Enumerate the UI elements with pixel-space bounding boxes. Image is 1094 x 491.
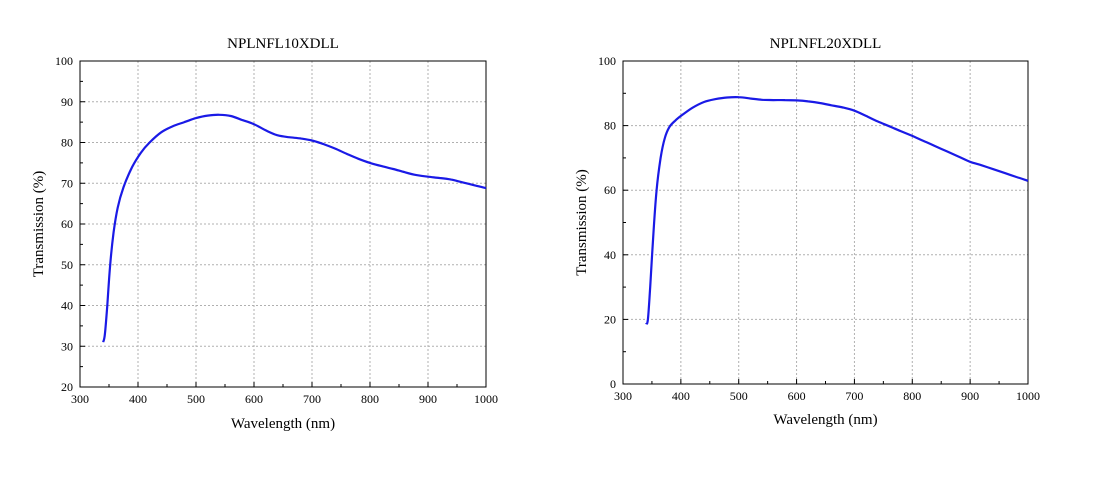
x-tick-label: 400 — [129, 392, 147, 406]
y-tick-label: 60 — [604, 183, 616, 197]
chart-npl10x: 300 400 500 600 700 800 900 1000 20 30 40 50 60 70 80 9… — [0, 0, 540, 486]
y-tick-label: 50 — [61, 258, 73, 272]
y-tick-label: 100 — [598, 54, 616, 68]
y-tick-label: 30 — [61, 339, 73, 353]
x-axis-label: Wavelength (nm) — [773, 412, 877, 428]
x-tick-label: 1000 — [1016, 389, 1040, 403]
chart-npl20x-svg: 300 400 500 600 700 800 900 1000 0 20 40 60 80 100 NPL… — [574, 36, 1040, 428]
x-tick-label: 700 — [845, 389, 863, 403]
chart-npl10x-svg: 300 400 500 600 700 800 900 1000 20 30 40 50 60 70 80 9… — [31, 36, 498, 432]
y-tick-label: 20 — [61, 380, 73, 394]
x-tick-label: 300 — [71, 392, 89, 406]
x-tick-label: 800 — [903, 389, 921, 403]
x-tick-label: 1000 — [474, 392, 498, 406]
x-axis-label: Wavelength (nm) — [231, 416, 335, 432]
plot-frame — [622, 60, 1029, 385]
y-tick-label: 80 — [604, 119, 616, 133]
x-tick-label: 400 — [672, 389, 690, 403]
x-tick-label: 600 — [788, 389, 806, 403]
y-tick-label: 60 — [61, 217, 73, 231]
chart-title: NPLNFL10XDLL — [227, 36, 339, 52]
y-axis-label: Transmission (%) — [574, 169, 590, 276]
y-tick-label: 70 — [61, 176, 73, 190]
x-tick-label: 600 — [245, 392, 263, 406]
x-tick-label: 900 — [419, 392, 437, 406]
chart-npl20x: 300 400 500 600 700 800 900 1000 0 20 40 60 80 100 NPL… — [547, 0, 1094, 486]
y-tick-label: 20 — [604, 312, 616, 326]
chart-title: NPLNFL20XDLL — [770, 36, 882, 52]
x-tick-label: 800 — [361, 392, 379, 406]
transmission-series-line — [102, 113, 487, 343]
x-tick-label: 700 — [303, 392, 321, 406]
x-tick-label: 500 — [730, 389, 748, 403]
x-tick-label: 500 — [187, 392, 205, 406]
y-tick-label: 0 — [610, 377, 616, 391]
y-tick-label: 80 — [61, 136, 73, 150]
y-tick-label: 40 — [61, 299, 73, 313]
y-axis-label: Transmission (%) — [31, 171, 47, 278]
x-tick-label: 300 — [614, 389, 632, 403]
y-tick-label: 100 — [55, 54, 73, 68]
x-tick-label: 900 — [961, 389, 979, 403]
y-tick-label: 40 — [604, 248, 616, 262]
y-tick-label: 90 — [61, 95, 73, 109]
transmission-series-line — [645, 96, 1029, 326]
